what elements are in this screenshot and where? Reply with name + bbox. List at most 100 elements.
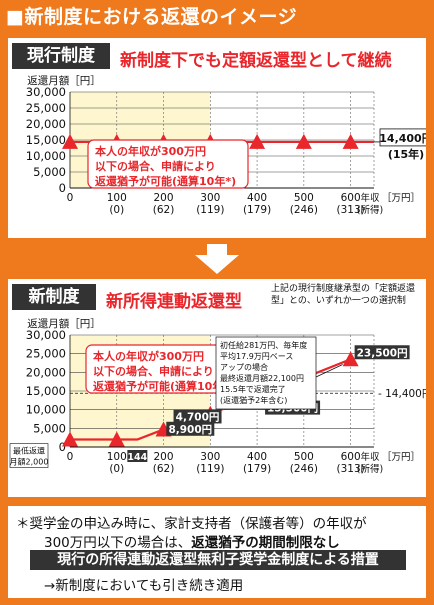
deferment-box-line: 以下の場合、申請により [95, 159, 216, 173]
y-tick-label: 25,000 [26, 347, 66, 361]
x-tick-sublabel: (313) [336, 463, 364, 475]
footnote-highlight-bar: 現行の所得連動返還型無利子奨学金制度による措置 [30, 550, 406, 570]
x-tick-label: 300 [200, 192, 220, 204]
data-point-marker [342, 133, 359, 149]
y-tick-label: 25,000 [26, 101, 66, 115]
deferment-box-line: 本人の年収が300万円 [95, 144, 206, 158]
x-axis-sublabel: (所得) [357, 204, 383, 216]
x-axis-sublabel: (所得) [357, 463, 383, 475]
x-tick-sublabel: (179) [243, 463, 271, 475]
min-label-frame [9, 443, 49, 468]
x-tick-sublabel: (0) [109, 463, 124, 475]
x-tick-label: 400 [247, 192, 267, 204]
x-tick-label: 100 [107, 451, 127, 463]
y-tick-label: 30,000 [26, 328, 66, 342]
data-point-marker [342, 351, 359, 367]
x-axis-unit: ［万円］ [382, 452, 420, 463]
x-tick-label: 500 [294, 451, 314, 463]
x-tick-label: 600 [341, 451, 361, 463]
x-tick-sublabel: (246) [290, 463, 318, 475]
x-tick-sublabel: (313) [336, 204, 364, 216]
deferment-box-line: 以下の場合、申請により [93, 364, 214, 378]
x-tick-label: 500 [294, 192, 314, 204]
x-tick-sublabel: (179) [243, 204, 271, 216]
x-tick-sublabel: (62) [153, 204, 175, 216]
current-system-title: 新制度下でも定額返還型として継続 [120, 51, 392, 71]
x-tick-label: 0 [67, 451, 74, 463]
deferment-box-line: 返還猶予が可能(通算10年*) [95, 174, 236, 188]
data-point-marker [62, 133, 78, 149]
value-label-bg [173, 409, 222, 424]
y-tick-label: 10,000 [26, 149, 66, 163]
min-payment-label: 最低返還 [13, 446, 45, 456]
projection-note-line: アップの場合 [220, 362, 268, 372]
new-system-panel: 新制度 新所得連動返還型 上記の現行制度継承型の「定額返還型」との、いずれか一つ… [8, 279, 426, 497]
selection-note: 上記の現行制度継承型の「定額返還型」との、いずれか一つの選択制 [271, 284, 416, 306]
footnote-line-1: ＊奨学金の申込み時に、家計支持者（保護者等）の年収が [16, 516, 367, 532]
page-title: ■新制度における返還のイメージ [6, 6, 298, 28]
y-tick-label: 5,000 [33, 421, 66, 435]
reference-line-label: - 14,400円 [378, 388, 426, 400]
extra-x-tick-bg [127, 450, 148, 462]
data-point-marker [108, 431, 125, 447]
new-system-tag: 新制度 [12, 284, 96, 310]
deferment-box-frame [87, 139, 249, 189]
current-system-panel: 現行制度 新制度下でも定額返還型として継続 0 5,000 10,000 15,000… [8, 38, 426, 238]
end-value-label: 14,400円 [379, 132, 426, 145]
y-tick-label: 0 [59, 181, 66, 195]
x-tick-sublabel: (62) [153, 463, 175, 475]
x-tick-label: 300 [200, 451, 220, 463]
x-tick-label: 0 [67, 192, 74, 204]
data-point-marker [62, 431, 78, 447]
current-system-tag: 現行制度 [12, 43, 110, 69]
deferment-box-line: 本人の年収が300万円 [93, 349, 204, 363]
min-payment-label: 月額2,000 [10, 457, 49, 467]
x-tick-label: 600 [341, 192, 361, 204]
value-label: 8,900円 [168, 424, 212, 436]
footnote-line-4: →新制度においても引き続き適用 [44, 578, 244, 594]
x-tick-label: 100 [107, 192, 127, 204]
footnote-line-2a: 300万円以下の場合は、 [44, 535, 192, 551]
footnote-line-2: 300万円以下の場合は、返還猶予の期間制限なし [44, 531, 340, 551]
y-tick-label: 20,000 [26, 365, 66, 379]
y-tick-label: 30,000 [26, 85, 66, 99]
y-tick-label: 0 [59, 440, 66, 454]
projection-note-line: (返還猶予2年含む) [220, 395, 287, 405]
value-label-bg [166, 421, 215, 436]
x-tick-label: 200 [154, 451, 174, 463]
projection-note-leader [315, 364, 343, 378]
x-tick-sublabel: (119) [196, 463, 224, 475]
y-axis-label: 返還月額［円］ [27, 317, 101, 330]
chart-current: 0 5,000 10,000 15,000 20,000 25,000 30,000返還月額… [26, 74, 426, 216]
extra-x-tick-label: 144 [127, 452, 147, 463]
value-label: 23,500円 [357, 347, 408, 359]
y-tick-label: 10,000 [26, 403, 66, 417]
footnote-line-2b: 返還猶予の期間制限なし [191, 535, 340, 551]
x-tick-label: 200 [154, 192, 174, 204]
y-tick-label: 15,000 [26, 133, 66, 147]
deferment-box-line: 返還猶予が可能(通算10年*) [93, 379, 234, 393]
footnote-box: ＊奨学金の申込み時に、家計支持者（保護者等）の年収が 300万円以下の場合は、返… [8, 506, 426, 598]
x-tick-sublabel: (246) [290, 204, 318, 216]
down-arrow-icon [195, 244, 239, 274]
projection-note-line: 初任給281万円、毎年度 [220, 340, 307, 350]
x-axis-label: 年収 [360, 192, 380, 204]
x-tick-label: 400 [247, 451, 267, 463]
y-tick-label: 15,000 [26, 384, 66, 398]
y-tick-label: 5,000 [33, 165, 66, 179]
end-label-frame [379, 128, 426, 147]
value-label: 4,700円 [176, 411, 220, 423]
new-system-title: 新所得連動返還型 [106, 292, 242, 312]
data-point-marker [249, 133, 266, 149]
y-axis-label: 返還月額［円］ [27, 74, 101, 87]
end-duration-label: (15年) [388, 147, 424, 161]
projection-note-frame [215, 336, 317, 410]
x-tick-sublabel: (119) [196, 204, 224, 216]
projection-note-line: 平均17.9万円ベース [220, 351, 293, 361]
x-tick-sublabel: (0) [109, 204, 124, 216]
chart-new: 0 5,000 10,000 15,000 20,000 25,000 30,000返還月額… [9, 317, 426, 475]
x-axis-label: 年収 [360, 451, 380, 463]
projection-note-line: 最終返還月額22,100円 [220, 373, 304, 383]
